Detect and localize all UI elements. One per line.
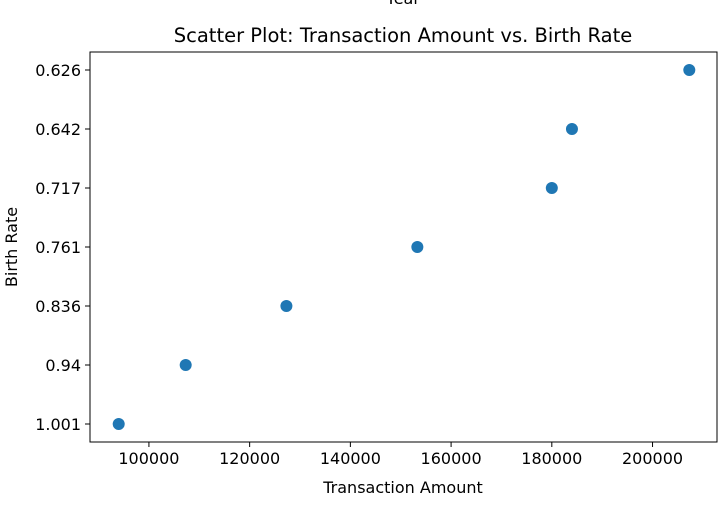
y-axis-label: Birth Rate [2,207,21,287]
scatter-point [545,182,558,194]
y-tick-label: 0.626 [35,61,81,80]
x-axis-label: Transaction Amount [322,478,483,497]
scatter-point [683,64,696,76]
y-axis: 1.001 0.94 0.836 0.761 0.717 0.642 0.626 [35,61,90,434]
x-tick-label: 120000 [219,449,280,468]
x-axis: 100000 120000 140000 160000 180000 200000 [118,442,683,468]
plot-area-frame [89,51,718,443]
scatter-point [179,359,192,371]
data-points [112,64,696,430]
scatter-point [411,241,424,253]
y-tick-label: 0.642 [35,120,81,139]
clipped-top-label: Year [385,0,420,8]
y-tick-label: 1.001 [35,415,81,434]
scatter-point [280,300,293,312]
scatter-point [565,123,578,135]
y-tick-label: 0.761 [35,238,81,257]
y-tick-label: 0.94 [45,356,81,375]
scatter-point [112,418,125,430]
x-tick-label: 200000 [622,449,683,468]
x-tick-label: 180000 [521,449,582,468]
x-tick-label: 100000 [118,449,179,468]
x-tick-label: 140000 [320,449,381,468]
y-tick-label: 0.717 [35,179,81,198]
x-tick-label: 160000 [421,449,482,468]
chart-title: Scatter Plot: Transaction Amount vs. Bir… [174,24,632,47]
y-tick-label: 0.836 [35,297,81,316]
